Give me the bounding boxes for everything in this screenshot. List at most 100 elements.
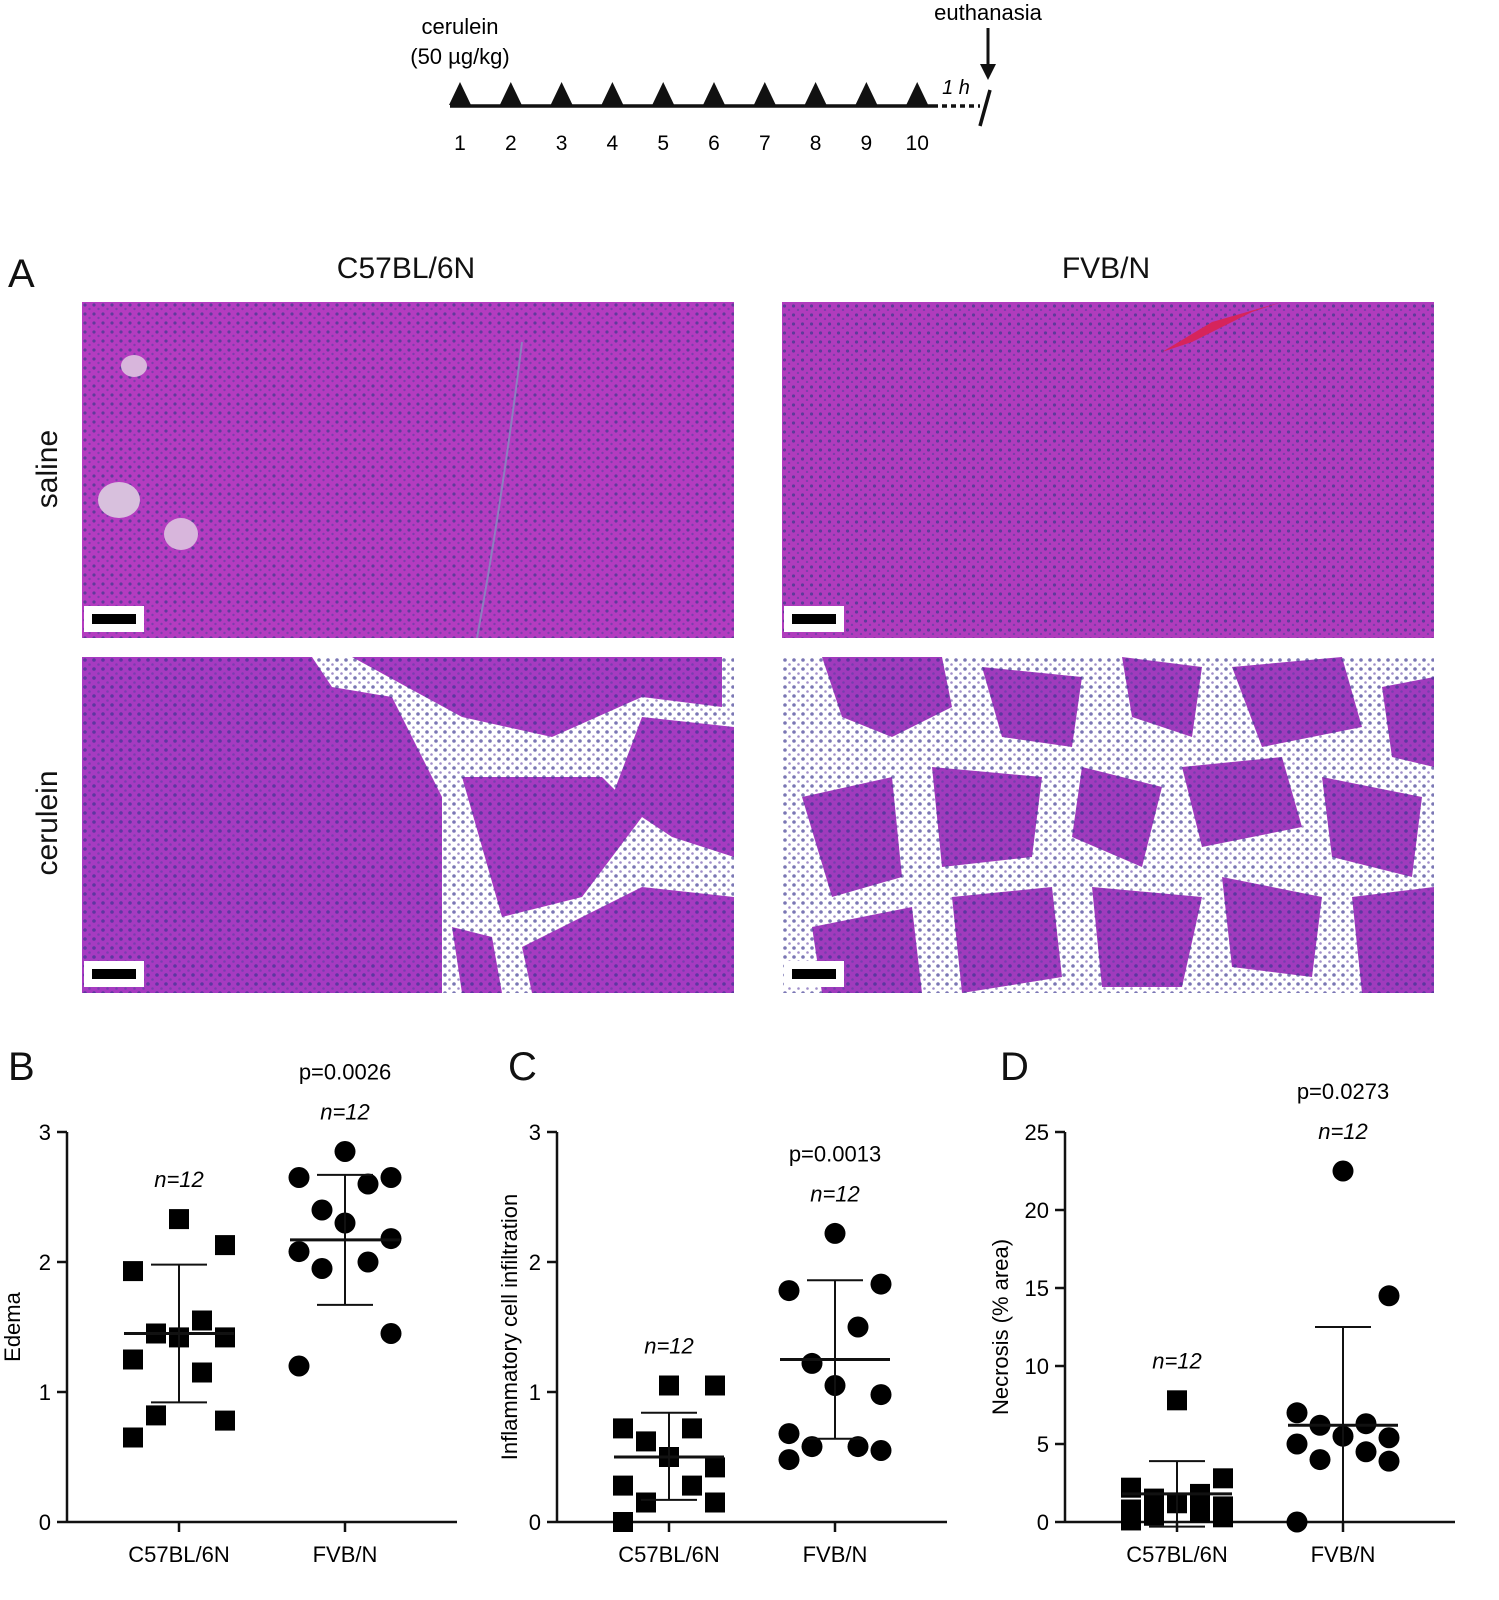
chart-edema: 0 1 2 3 Edema C57BL/6N FVB/N n=12 n=12 p=0.0026 bbox=[0, 1060, 480, 1600]
injection-marker bbox=[855, 82, 878, 105]
injection-number: 10 bbox=[906, 132, 929, 155]
data-point bbox=[613, 1475, 633, 1496]
data-point bbox=[870, 1384, 892, 1406]
p-value-label: p=0.0273 bbox=[1297, 1079, 1389, 1104]
timeline-dose-label: (50 µg/kg) bbox=[410, 44, 510, 69]
chart-inflammatory-infiltration: 0 1 2 3 Inflammatory cell infiltration C57BL/… bbox=[495, 1060, 975, 1600]
injection-marker bbox=[601, 82, 624, 105]
data-point bbox=[1286, 1433, 1308, 1455]
data-point bbox=[123, 1427, 143, 1448]
data-point bbox=[1144, 1505, 1164, 1526]
injection-number: 2 bbox=[505, 132, 517, 155]
injection-number: 4 bbox=[607, 132, 619, 155]
injection-marker bbox=[449, 82, 471, 105]
y-tick-label: 0 bbox=[39, 1510, 51, 1535]
x-tick-label: FVB/N bbox=[313, 1542, 378, 1567]
y-tick-label: 2 bbox=[39, 1250, 51, 1275]
timeline-end-label: euthanasia bbox=[934, 0, 1042, 25]
x-tick-label: C57BL/6N bbox=[128, 1542, 230, 1567]
data-point bbox=[1378, 1450, 1400, 1472]
n-label: n=12 bbox=[1152, 1348, 1202, 1373]
panel-a-letter: A bbox=[8, 252, 35, 296]
x-tick-label: FVB/N bbox=[803, 1542, 868, 1567]
y-axis-label: Necrosis (% area) bbox=[988, 1239, 1013, 1415]
chart-necrosis: 0 5 10 15 20 25 Necrosis (% area) C57BL/6N FVB/N… bbox=[988, 1060, 1495, 1600]
data-point bbox=[613, 1512, 633, 1532]
data-point bbox=[1286, 1402, 1308, 1424]
micrograph-fvb-cerulein bbox=[782, 657, 1434, 993]
y-tick-label: 3 bbox=[529, 1120, 541, 1145]
y-tick-label: 1 bbox=[529, 1380, 541, 1405]
data-point bbox=[1355, 1441, 1377, 1463]
data-point bbox=[847, 1436, 869, 1458]
y-tick-label: 0 bbox=[1037, 1510, 1049, 1535]
data-point bbox=[192, 1362, 212, 1383]
data-point bbox=[1286, 1511, 1308, 1533]
data-point bbox=[778, 1423, 800, 1445]
data-point bbox=[380, 1167, 402, 1188]
micrograph-c57-saline bbox=[82, 302, 734, 638]
data-point bbox=[169, 1209, 189, 1230]
y-axis-label: Inflammatory cell infiltration bbox=[497, 1194, 522, 1461]
y-tick-label: 5 bbox=[1037, 1432, 1049, 1457]
injection-markers: 1 2 3 4 5 6 7 8 9 10 bbox=[449, 82, 929, 155]
n-label: n=12 bbox=[320, 1100, 370, 1125]
injection-marker bbox=[906, 82, 929, 105]
data-point bbox=[801, 1436, 823, 1458]
data-point bbox=[215, 1327, 235, 1348]
timeline-drug-label: cerulein bbox=[421, 14, 498, 39]
data-point bbox=[1213, 1496, 1233, 1517]
data-point bbox=[311, 1258, 333, 1279]
y-tick-label: 20 bbox=[1025, 1198, 1049, 1223]
data-point bbox=[1167, 1390, 1187, 1411]
data-point bbox=[613, 1418, 633, 1439]
data-point bbox=[357, 1173, 379, 1195]
timeline-interval-label: 1 h bbox=[942, 77, 970, 99]
data-point bbox=[682, 1418, 702, 1439]
injection-marker bbox=[550, 82, 573, 105]
data-point bbox=[215, 1235, 235, 1256]
data-point bbox=[1332, 1160, 1354, 1182]
n-label: n=12 bbox=[1318, 1119, 1368, 1144]
data-point bbox=[1378, 1285, 1400, 1307]
panel-c-letter: C bbox=[508, 1045, 537, 1089]
data-point bbox=[1355, 1413, 1377, 1435]
injection-number: 7 bbox=[759, 132, 771, 155]
data-point bbox=[705, 1375, 725, 1396]
data-point bbox=[380, 1323, 402, 1344]
y-tick-label: 2 bbox=[529, 1250, 541, 1275]
micrograph-fvb-saline bbox=[782, 302, 1434, 638]
n-label: n=12 bbox=[154, 1167, 204, 1192]
injection-number: 8 bbox=[810, 132, 822, 155]
injection-marker bbox=[804, 82, 827, 105]
data-point bbox=[824, 1222, 846, 1244]
injection-number: 6 bbox=[708, 132, 720, 155]
x-tick-label: C57BL/6N bbox=[1126, 1542, 1228, 1567]
data-point bbox=[847, 1316, 869, 1338]
y-tick-label: 10 bbox=[1025, 1354, 1049, 1379]
data-point bbox=[659, 1375, 679, 1396]
data-point bbox=[357, 1251, 379, 1273]
data-point bbox=[705, 1457, 725, 1478]
data-point bbox=[288, 1167, 310, 1188]
injection-timeline: cerulein (50 µg/kg) euthanasia 1 h 1 2 3 4 5… bbox=[410, 0, 1042, 155]
data-point bbox=[636, 1492, 656, 1513]
data-point bbox=[311, 1199, 333, 1221]
injection-number: 9 bbox=[861, 132, 873, 155]
data-point bbox=[682, 1475, 702, 1496]
y-tick-label: 25 bbox=[1025, 1120, 1049, 1145]
y-axis-label: Edema bbox=[0, 1291, 25, 1361]
data-point bbox=[778, 1449, 800, 1471]
p-value-label: p=0.0026 bbox=[299, 1060, 391, 1085]
data-point bbox=[288, 1241, 310, 1263]
data-point bbox=[778, 1280, 800, 1302]
data-point bbox=[1213, 1468, 1233, 1489]
data-point bbox=[123, 1261, 143, 1282]
data-point bbox=[123, 1349, 143, 1370]
panel-b-letter: B bbox=[8, 1045, 35, 1089]
panel-d-letter: D bbox=[1000, 1045, 1029, 1089]
data-point bbox=[288, 1355, 310, 1377]
n-label: n=12 bbox=[644, 1334, 694, 1359]
injection-marker bbox=[753, 82, 776, 105]
data-point bbox=[146, 1405, 166, 1426]
